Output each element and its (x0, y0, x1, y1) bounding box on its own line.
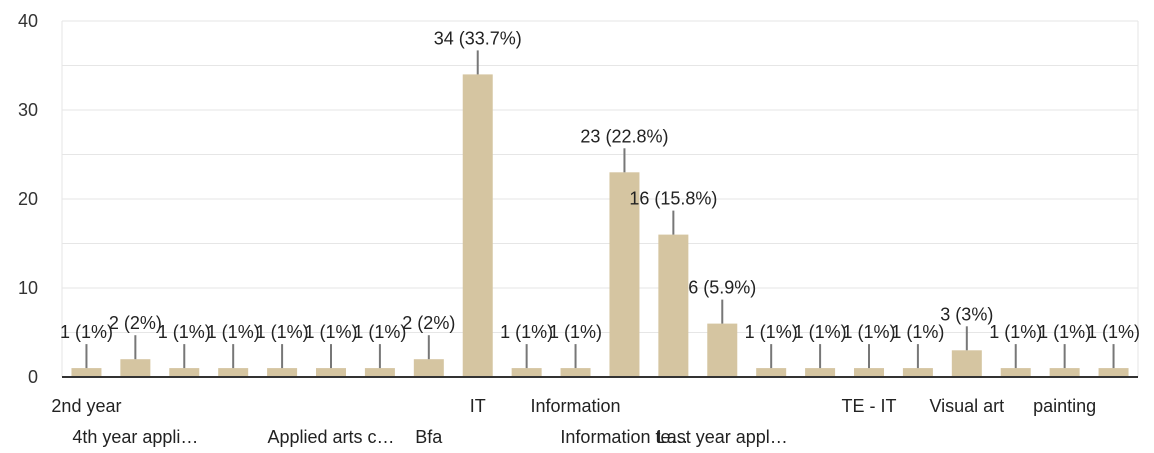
bar (1000, 368, 1031, 377)
gridlines (61, 20, 1139, 377)
data-label: 1 (1%) (1087, 322, 1140, 342)
bar (609, 172, 640, 377)
x-category-label: Information (531, 396, 621, 416)
data-label: 1 (1%) (158, 322, 211, 342)
y-tick-label: 30 (18, 100, 38, 120)
bar (560, 368, 591, 377)
x-category-label: Bfa (415, 427, 443, 447)
y-tick-label: 10 (18, 278, 38, 298)
x-axis-labels: 2nd year 4th year appli… Applied arts c… Bf… (51, 396, 1096, 447)
x-category-label: 2nd year (51, 396, 121, 416)
data-label: 1 (1%) (794, 322, 847, 342)
data-labels: 1 (1%)2 (2%)1 (1%)1 (1%)1 (1%)1 (1%)1 (1… (60, 28, 1140, 369)
data-label: 34 (33.7%) (434, 28, 522, 48)
bar (658, 234, 689, 377)
data-label: 1 (1%) (60, 322, 113, 342)
data-label: 1 (1%) (745, 322, 798, 342)
data-label: 1 (1%) (207, 322, 260, 342)
x-category-label: Applied arts c… (267, 427, 394, 447)
data-label: 1 (1%) (891, 322, 944, 342)
x-category-label: painting (1033, 396, 1096, 416)
data-label: 1 (1%) (500, 322, 553, 342)
data-label: 1 (1%) (256, 322, 309, 342)
data-label: 6 (5.9%) (688, 278, 756, 298)
data-label: 1 (1%) (989, 322, 1042, 342)
bars (71, 74, 1129, 378)
bar (902, 368, 933, 377)
bar (120, 359, 151, 377)
bar (1049, 368, 1080, 377)
data-label: 3 (3%) (940, 304, 993, 324)
x-category-label: Visual art (929, 396, 1004, 416)
bar (462, 74, 493, 378)
bar (707, 323, 738, 377)
bar (218, 368, 249, 377)
data-label: 1 (1%) (842, 322, 895, 342)
x-category-label: Last year appl… (657, 427, 788, 447)
data-label: 1 (1%) (549, 322, 602, 342)
x-category-label: TE - IT (842, 396, 897, 416)
bar (169, 368, 200, 377)
bar (951, 350, 982, 377)
bar (756, 368, 787, 377)
x-category-label: Information te… (560, 427, 688, 447)
bar (316, 368, 346, 377)
y-tick-label: 40 (18, 11, 38, 31)
data-label: 1 (1%) (304, 322, 357, 342)
bar (413, 359, 444, 377)
bar (71, 368, 102, 377)
bar (1098, 368, 1129, 377)
x-category-label: IT (470, 396, 486, 416)
bar (511, 368, 542, 377)
y-axis-ticks: 0 10 20 30 40 (18, 11, 38, 387)
data-label: 23 (22.8%) (580, 126, 668, 146)
y-tick-label: 0 (28, 367, 38, 387)
x-category-label: 4th year appli… (72, 427, 198, 447)
data-label: 16 (15.8%) (629, 189, 717, 209)
data-label: 2 (2%) (402, 313, 455, 333)
data-label: 1 (1%) (353, 322, 406, 342)
data-label: 1 (1%) (1038, 322, 1091, 342)
bar (267, 368, 298, 377)
bar (805, 368, 836, 377)
bar (364, 368, 395, 377)
y-tick-label: 20 (18, 189, 38, 209)
bar (854, 368, 884, 377)
data-label: 2 (2%) (109, 313, 162, 333)
